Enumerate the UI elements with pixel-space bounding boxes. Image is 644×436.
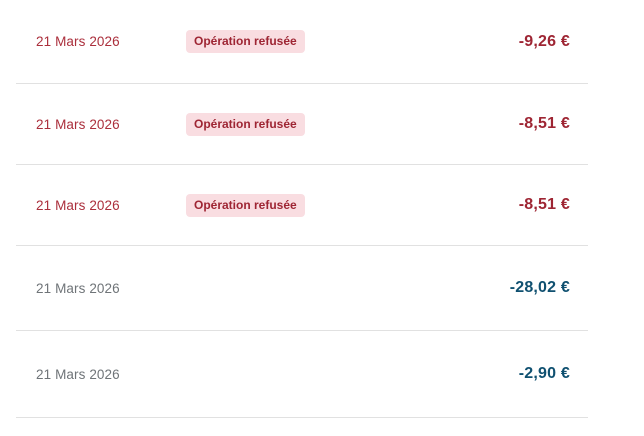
status-badge: Opération refusée [186,30,305,53]
transaction-row[interactable]: 21 Mars 2026 Opération refusée -9,26 € [16,0,588,84]
transaction-date: 21 Mars 2026 [36,366,120,382]
transaction-row[interactable]: 21 Mars 2026 -28,02 € [16,246,588,331]
transaction-list: 21 Mars 2026 Opération refusée -9,26 € 2… [16,0,588,418]
transaction-date: 21 Mars 2026 [36,34,120,49]
transaction-date: 21 Mars 2026 [36,197,120,213]
transaction-row[interactable]: 21 Mars 2026 Opération refusée -8,51 € [16,84,588,165]
transaction-date: 21 Mars 2026 [36,116,120,132]
transaction-amount: -28,02 € [509,279,570,296]
status-badge: Opération refusée [186,193,305,217]
status-badge: Opération refusée [186,112,305,136]
transaction-amount: -2,90 € [518,365,570,382]
transaction-date: 21 Mars 2026 [36,280,120,296]
transaction-row[interactable]: 21 Mars 2026 -2,90 € [16,331,588,418]
transaction-amount: -8,51 € [518,196,570,213]
transaction-amount: -9,26 € [518,32,570,50]
transaction-amount: -8,51 € [518,115,570,132]
transaction-row[interactable]: 21 Mars 2026 Opération refusée -8,51 € [16,165,588,246]
